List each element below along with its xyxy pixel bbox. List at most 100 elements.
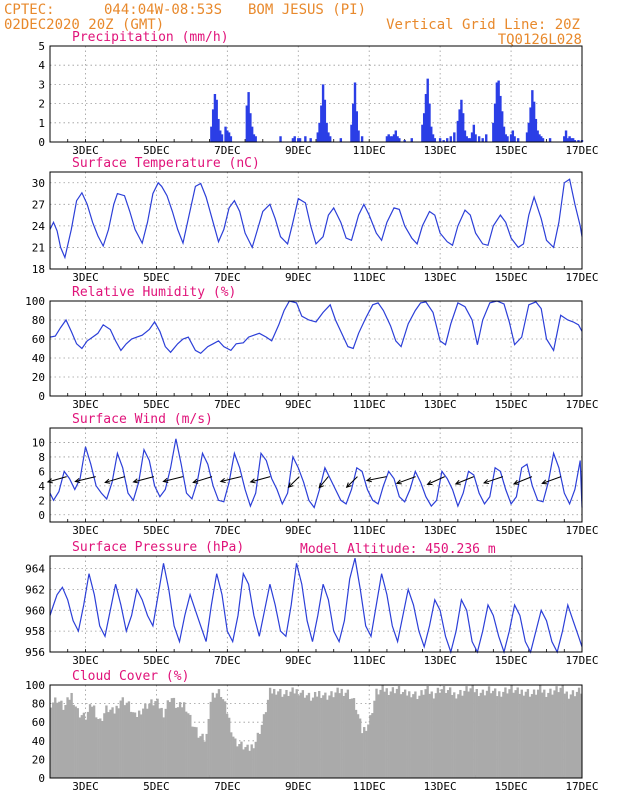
wind-arrow-head (287, 482, 294, 489)
cloud-column (244, 747, 247, 778)
wind-ytick-label: 4 (38, 480, 45, 493)
precipitation-bar (469, 138, 472, 142)
precipitation-bar (513, 136, 516, 142)
cloud-column (99, 718, 102, 778)
precipitation-bar (532, 101, 536, 142)
cloud-column (567, 698, 571, 778)
temperature-xtick-label: 13DEC (424, 271, 457, 284)
wind-arrow-head (249, 478, 256, 484)
wind-xtick-label: 13DEC (424, 524, 457, 537)
temperature-line (49, 178, 583, 260)
precipitation-bar (210, 126, 213, 142)
wind-arrow (513, 476, 533, 485)
cloud-column (463, 690, 466, 778)
cloud-column (219, 697, 223, 778)
cloud-column (213, 697, 217, 778)
cloud-column (330, 691, 333, 778)
precipitation-bar (493, 103, 497, 142)
cloud-column (354, 709, 358, 778)
cloud-column (522, 695, 526, 778)
wind-xtick-label: 3DEC (72, 524, 99, 537)
precipitation-bar (360, 136, 364, 142)
precipitation-bar (249, 113, 252, 142)
cloud-column (154, 701, 157, 778)
humidity-frame (49, 300, 583, 397)
cloud-column (491, 690, 495, 778)
precipitation-bar (387, 134, 390, 142)
cloud-xtick-label: 5DEC (143, 780, 170, 793)
cloud-column (385, 688, 388, 778)
cloud-column (356, 714, 360, 778)
precipitation-bar (394, 130, 397, 142)
header-run: 02DEC2020 20Z (GMT) (4, 17, 164, 33)
cloud-column (397, 686, 401, 778)
cloud-column (369, 715, 372, 778)
precipitation-bar (527, 122, 530, 142)
cloud-column (553, 690, 556, 778)
cloud-column (346, 689, 350, 778)
cloud-column (373, 700, 376, 778)
cloud-column (569, 694, 573, 778)
cloud-column (371, 713, 374, 778)
cloud-column (82, 712, 86, 778)
precipitation-xtick-label: 9DEC (285, 144, 312, 157)
precipitation-bar (460, 99, 463, 142)
wind-arrow (105, 476, 125, 483)
cloud-column (408, 691, 411, 778)
cloud-column (471, 685, 474, 778)
precipitation-xtick-label: 11DEC (353, 144, 386, 157)
precipitation-bar (433, 138, 437, 142)
cloud-column (113, 713, 116, 778)
cloud-column (178, 702, 182, 778)
precipitation-bar (245, 105, 249, 142)
cloud-column (207, 718, 210, 778)
cloud-column (183, 702, 186, 778)
precipitation-bar (309, 138, 312, 142)
wind-frame (49, 427, 583, 523)
cloud-xtick-label: 15DEC (495, 780, 528, 793)
humidity-xtick-label: 11DEC (353, 398, 386, 411)
pressure-xtick-label: 17DEC (565, 654, 598, 667)
cloud-column (338, 693, 341, 778)
cloud-column (496, 696, 499, 778)
cloud-column (201, 733, 204, 778)
precipitation-bar (304, 136, 307, 142)
precipitation-bar (548, 138, 552, 142)
cloud-column (121, 697, 124, 778)
cloud-column (246, 744, 249, 778)
wind-arrow (163, 476, 184, 482)
precipitation-bar (392, 134, 396, 142)
pressure-ytick-label: 964 (25, 563, 45, 576)
cloud-column (379, 689, 382, 778)
cloud-column (316, 696, 319, 778)
precipitation-bar (456, 120, 460, 142)
precipitation-bar (509, 134, 513, 142)
wind-title: Surface Wind (m/s) (72, 412, 213, 427)
cloud-column (579, 693, 583, 778)
cloud-column (176, 707, 180, 778)
cloud-column (420, 690, 423, 778)
wind-arrow-head (74, 477, 81, 484)
humidity-line (49, 300, 583, 355)
cloud-xtick-label: 11DEC (353, 780, 386, 793)
cloud-column (223, 701, 227, 778)
cloud-column (162, 717, 165, 778)
wind-arrow-head (541, 479, 548, 485)
cloud-column (363, 727, 366, 778)
humidity-xtick-label: 17DEC (565, 398, 598, 411)
cloud-column (401, 692, 405, 778)
cloud-column (129, 711, 133, 778)
wind-arrow-head (192, 478, 199, 484)
cloud-column (328, 695, 331, 778)
precipitation-bar (463, 130, 467, 142)
cloud-column (528, 696, 532, 778)
pressure-xtick-label: 3DEC (72, 654, 99, 667)
wind-arrow-head (104, 478, 111, 484)
humidity-ytick-label: 40 (32, 352, 45, 365)
cloud-column (95, 717, 98, 778)
pressure-xtick-label: 11DEC (353, 654, 386, 667)
header-coords: 044:04W-08:53S (104, 2, 222, 18)
cloud-column (455, 698, 458, 778)
cloud-column (520, 689, 523, 778)
cloud-column (285, 689, 288, 778)
